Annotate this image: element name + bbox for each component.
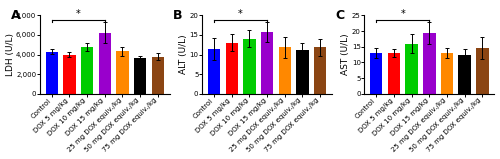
Text: C: C: [336, 9, 344, 22]
Bar: [423, 33, 436, 94]
Text: *: *: [76, 9, 80, 19]
Bar: [476, 48, 488, 94]
Bar: [296, 50, 308, 94]
Bar: [278, 48, 291, 94]
Bar: [388, 53, 400, 94]
Bar: [441, 53, 453, 94]
Bar: [116, 51, 128, 94]
Text: A: A: [11, 9, 20, 22]
Bar: [243, 39, 256, 94]
Text: B: B: [174, 9, 183, 22]
Bar: [261, 32, 273, 94]
Bar: [458, 55, 471, 94]
Bar: [406, 44, 418, 94]
Bar: [46, 52, 58, 94]
Bar: [208, 49, 220, 94]
Text: *: *: [238, 9, 243, 19]
Bar: [370, 53, 382, 94]
Bar: [314, 48, 326, 94]
Bar: [226, 43, 238, 94]
Y-axis label: AST (U/L): AST (U/L): [342, 34, 350, 75]
Y-axis label: ALT (U/L): ALT (U/L): [179, 35, 188, 74]
Bar: [152, 56, 164, 94]
Y-axis label: LDH (U/L): LDH (U/L): [6, 33, 15, 76]
Bar: [98, 32, 111, 94]
Bar: [64, 55, 76, 94]
Bar: [134, 59, 146, 94]
Text: *: *: [400, 9, 405, 19]
Bar: [81, 47, 94, 94]
